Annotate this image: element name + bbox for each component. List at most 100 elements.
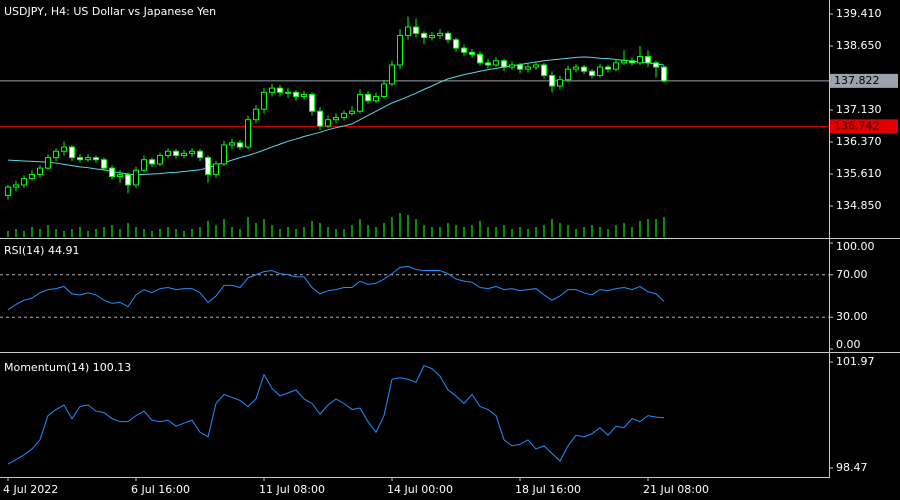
candle-body [349, 110, 355, 114]
y-tick-label: 138.650 [836, 39, 882, 52]
candle-body [509, 64, 515, 68]
candle-body [277, 87, 283, 93]
candle-body [229, 142, 235, 146]
candle-body [573, 66, 579, 70]
candle-body [37, 167, 43, 175]
candle-body [613, 62, 619, 70]
y-tick-label: 98.47 [836, 461, 868, 474]
candle-body [341, 112, 347, 119]
candle-body [61, 146, 67, 152]
candle-body [525, 66, 531, 70]
candle-body [221, 144, 227, 165]
y-tick-label: 101.97 [836, 355, 875, 368]
indicator-line [7, 364, 665, 465]
candle-body [21, 178, 27, 186]
candle-body [661, 66, 667, 82]
candle-body [309, 93, 315, 112]
level-line-label: 136.742 [834, 119, 880, 132]
candle-body [157, 154, 163, 165]
candle-body [413, 26, 419, 34]
candle-body [133, 169, 139, 186]
x-tick-label: 14 Jul 00:00 [387, 483, 453, 496]
candle-body [253, 108, 259, 121]
candle-body [597, 66, 603, 76]
candle-body [549, 74, 555, 87]
candle-body [493, 60, 499, 66]
candle-body [29, 173, 35, 180]
candle-body [333, 117, 339, 121]
candle-body [397, 34, 403, 66]
candle-body [461, 47, 467, 53]
candle-body [653, 62, 659, 68]
y-tick-label: 136.370 [836, 135, 882, 148]
candle-body [469, 51, 475, 55]
candle-body [581, 66, 587, 72]
candle-body [101, 159, 107, 169]
candle-body [389, 64, 395, 85]
candle-body [213, 163, 219, 175]
candle-body [437, 32, 443, 36]
candle-body [381, 83, 387, 98]
y-tick-label: 134.850 [836, 199, 882, 212]
candle-body [325, 119, 331, 127]
candle-body [285, 91, 291, 94]
candle-body [261, 91, 267, 110]
candle-body [637, 56, 643, 64]
moving-average [7, 56, 665, 176]
x-tick-label: 18 Jul 16:00 [515, 483, 581, 496]
candle-body [197, 150, 203, 159]
candle-body [117, 173, 123, 178]
x-tick-label: 6 Jul 16:00 [131, 483, 190, 496]
candle-body [501, 60, 507, 68]
candle-body [237, 142, 243, 148]
candle-body [269, 87, 275, 93]
candle-body [69, 146, 75, 159]
candle-body [421, 32, 427, 39]
last-price-line-label: 137.822 [834, 74, 880, 87]
chart-title: USDJPY, H4: US Dollar vs Japanese Yen [4, 5, 216, 18]
candle-body [557, 79, 563, 87]
x-tick-label: 11 Jul 08:00 [259, 483, 325, 496]
candle-body [445, 32, 451, 41]
candle-body [93, 157, 99, 161]
candle-body [453, 39, 459, 49]
y-tick-label: 70.00 [836, 268, 868, 281]
candle-body [245, 119, 251, 148]
candle-body [173, 150, 179, 156]
candle-body [165, 150, 171, 156]
candle-body [301, 93, 307, 98]
candle-body [189, 150, 195, 154]
candle-body [477, 53, 483, 64]
candle-body [293, 91, 299, 98]
candle-body [621, 60, 627, 64]
candle-body [589, 70, 595, 76]
candle-body [605, 66, 611, 70]
x-tick-label: 4 Jul 2022 [3, 483, 58, 496]
y-tick-label: 135.610 [836, 167, 882, 180]
candle-body [565, 68, 571, 81]
level-line-box [830, 119, 898, 134]
candle-body [629, 60, 635, 64]
candle-body [125, 173, 131, 186]
candle-body [533, 64, 539, 68]
candle-body [485, 62, 491, 66]
x-tick-label: 21 Jul 08:00 [643, 483, 709, 496]
candle-body [517, 64, 523, 70]
candle-body [85, 157, 91, 161]
candle-body [77, 157, 83, 161]
candle-body [645, 56, 651, 64]
candle-body [429, 34, 435, 39]
y-tick-label: 100.00 [836, 240, 875, 253]
candle-body [357, 93, 363, 112]
candle-body [205, 157, 211, 175]
candle-body [181, 152, 187, 156]
candle-body [405, 26, 411, 36]
indicator-title: Momentum(14) 100.13 [4, 361, 131, 374]
y-tick-label: 137.130 [836, 103, 882, 116]
candle-body [109, 167, 115, 178]
candle-body [149, 159, 155, 165]
candle-body [541, 64, 547, 76]
